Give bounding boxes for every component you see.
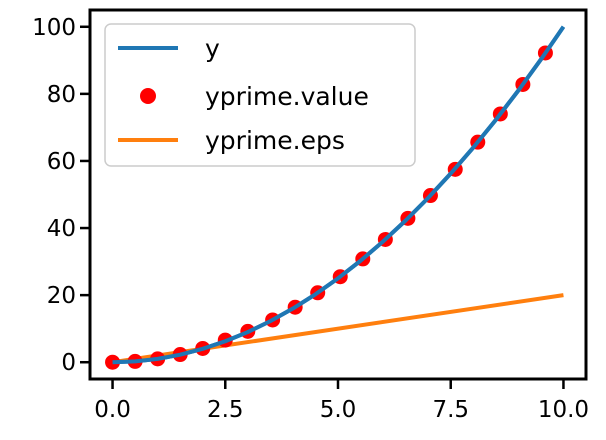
legend-label: y [205, 34, 220, 63]
x-tick-label: 5.0 [320, 397, 357, 423]
y-tick-label: 60 [47, 149, 76, 175]
y-tick-label: 20 [47, 283, 76, 309]
legend-label: yprime.value [205, 82, 369, 111]
legend-label: yprime.eps [205, 126, 345, 155]
legend: y yprime.value yprime.eps [104, 23, 416, 167]
legend-box [104, 23, 416, 167]
x-tick-label: 0.0 [94, 397, 131, 423]
y-tick-label: 0 [61, 350, 76, 376]
plot-area [105, 25, 566, 370]
series-line-y-overlay [112, 25, 566, 365]
y-tick-label: 100 [32, 15, 76, 41]
axes: 0.0 2.5 5.0 7.5 10.0 0 20 40 60 80 100 [32, 8, 589, 423]
y-tick-label: 40 [47, 216, 76, 242]
x-tick-label: 7.5 [432, 397, 469, 423]
x-tick-label: 2.5 [207, 397, 244, 423]
legend-swatch-marker [140, 88, 156, 104]
y-tick-label: 80 [47, 82, 76, 108]
x-tick-label: 10.0 [538, 397, 589, 423]
